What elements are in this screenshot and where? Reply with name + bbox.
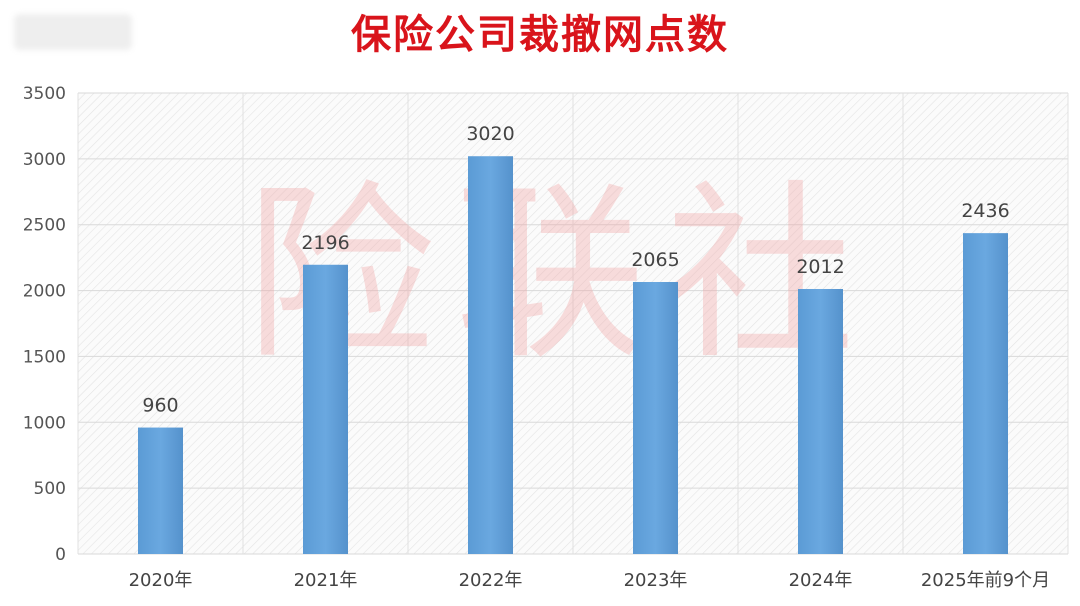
data-label: 2012 — [796, 256, 844, 278]
chart-title: 保险公司裁撤网点数 — [351, 11, 729, 58]
data-label: 3020 — [466, 123, 514, 145]
x-tick-label: 2023年 — [624, 570, 688, 591]
bar — [798, 288, 843, 554]
bar — [633, 282, 678, 554]
x-tick-label: 2021年 — [294, 570, 358, 591]
data-label: 2436 — [961, 200, 1009, 222]
y-tick-label: 500 — [34, 479, 66, 499]
y-tick-label: 0 — [55, 545, 66, 565]
y-tick-label: 3500 — [23, 84, 66, 104]
data-label: 2065 — [631, 249, 679, 271]
data-label: 960 — [142, 395, 178, 417]
x-tick-label: 2020年 — [129, 570, 193, 591]
y-tick-label: 1000 — [23, 413, 66, 433]
x-tick-label: 2022年 — [459, 570, 523, 591]
x-tick-label: 2025年前9个月 — [921, 570, 1050, 591]
y-tick-label: 2500 — [23, 216, 66, 236]
x-tick-label: 2024年 — [789, 570, 853, 591]
bar — [468, 156, 513, 555]
y-tick-label: 1500 — [23, 347, 66, 367]
y-tick-label: 3000 — [23, 150, 66, 170]
blurred-logo — [14, 14, 132, 50]
data-label: 2196 — [301, 232, 349, 254]
bar — [138, 427, 183, 554]
y-tick-label: 2000 — [23, 282, 66, 302]
bar — [963, 233, 1008, 555]
bar — [303, 264, 348, 554]
